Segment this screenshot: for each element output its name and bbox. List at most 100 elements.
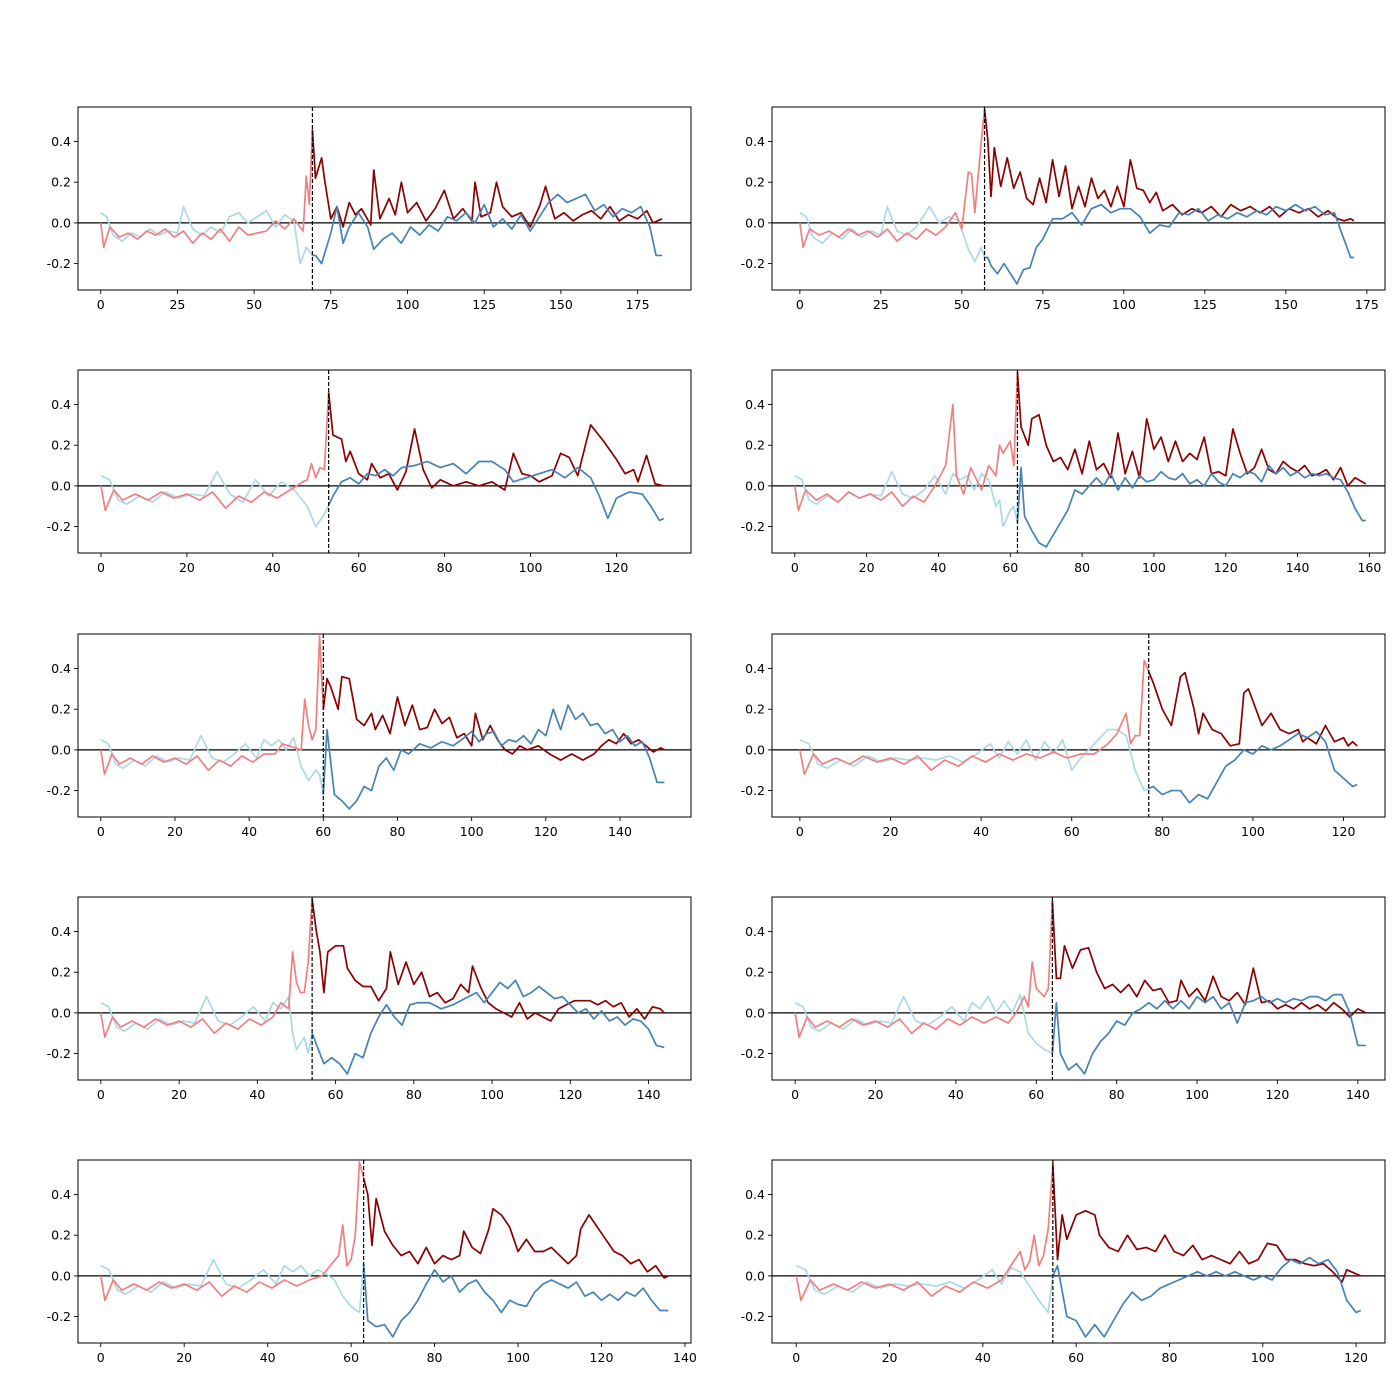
plot-area [772, 659, 1385, 804]
plot-area [78, 129, 691, 265]
y-tick-label: 0.2 [745, 702, 765, 717]
x-tick-label: 20 [859, 560, 875, 575]
series-blue-before [799, 205, 986, 263]
x-tick-label: 40 [973, 824, 989, 839]
chart-panel-7: 0 20 40 60 80 100 120 140 -0.2 0.0 0.2 0.4 [47, 896, 692, 1102]
x-tick-label: 120 [590, 1350, 614, 1365]
series-red-before [99, 1161, 365, 1302]
chart-panel-3: 0 20 40 60 80 100 120 -0.2 0.0 0.2 0.4 [47, 369, 692, 575]
y-tick-label: 0.2 [745, 965, 765, 980]
series-blue-after [1051, 993, 1366, 1075]
x-tick-label: 40 [249, 1087, 265, 1102]
axes-frame [771, 369, 1386, 554]
x-tick-label: 20 [868, 1087, 884, 1102]
y-tick-label: -0.2 [47, 519, 71, 534]
x-tick-label: 120 [534, 824, 558, 839]
x-tick-label: 0 [97, 297, 105, 312]
x-tick-label: 140 [673, 1350, 697, 1365]
plot-area [78, 1161, 691, 1338]
x-tick-label: 40 [265, 560, 281, 575]
y-tick-label: 0.0 [745, 215, 765, 230]
x-tick-label: 20 [171, 1087, 187, 1102]
x-tick-label: 25 [169, 297, 185, 312]
y-tick-label: -0.2 [47, 783, 71, 798]
x-tick-label: 120 [558, 1087, 582, 1102]
x-tick-label: 140 [637, 1087, 661, 1102]
x-tick-label: 80 [390, 824, 406, 839]
x-tick-label: 100 [1185, 1087, 1209, 1102]
y-tick-label: -0.2 [741, 256, 765, 271]
series-red-after [362, 1178, 669, 1279]
axes-frame [771, 1159, 1386, 1344]
y-tick-label: 0.4 [51, 661, 71, 676]
x-tick-label: 175 [626, 297, 650, 312]
y-tick-label: -0.2 [47, 1046, 71, 1061]
x-tick-label: 160 [1357, 560, 1381, 575]
x-tick-label: 20 [167, 824, 183, 839]
x-tick-label: 0 [97, 1087, 105, 1102]
y-tick-label: -0.2 [741, 519, 765, 534]
x-tick-label: 0 [97, 560, 105, 575]
x-tick-label: 60 [1002, 560, 1018, 575]
chart-panel-4: 0 20 40 60 80 100 120 140 160 -0.2 0.0 0.2 0.4 [741, 369, 1386, 575]
y-tick-label: -0.2 [741, 1046, 765, 1061]
series-red-before [100, 898, 313, 1039]
x-tick-label: 50 [246, 297, 262, 312]
x-tick-label: 120 [1266, 1087, 1290, 1102]
x-tick-label: 100 [506, 1350, 530, 1365]
chart-panel-2: 0 25 50 75 100 125 150 175 -0.2 0.0 0.2 0.4 [741, 106, 1386, 312]
x-tick-label: 80 [1154, 824, 1170, 839]
y-tick-label: 0.4 [51, 397, 71, 412]
x-tick-label: 150 [1274, 297, 1298, 312]
series-blue-after [1016, 464, 1366, 548]
y-tick-label: 0.0 [51, 1268, 71, 1283]
x-tick-label: 60 [1064, 824, 1080, 839]
x-tick-label: 140 [608, 824, 632, 839]
series-red-before [99, 635, 325, 776]
x-tick-label: 120 [1214, 560, 1238, 575]
x-tick-label: 20 [179, 560, 195, 575]
x-tick-label: 140 [1346, 1087, 1370, 1102]
x-tick-label: 40 [260, 1350, 276, 1365]
chart-panel-5: 0 20 40 60 80 100 120 140 -0.2 0.0 0.2 0.4 [47, 633, 692, 839]
series-red-before [100, 392, 330, 512]
series-red-before [99, 129, 314, 249]
x-tick-label: 0 [791, 560, 799, 575]
chart-panel-6: 0 20 40 60 80 100 120 -0.2 0.0 0.2 0.4 [741, 633, 1386, 839]
x-tick-label: 60 [1068, 1350, 1084, 1365]
plot-area [772, 371, 1385, 548]
y-tick-label: 0.2 [745, 438, 765, 453]
y-tick-label: 0.0 [745, 742, 765, 757]
plot-area [772, 1164, 1385, 1338]
x-tick-label: 75 [1035, 297, 1051, 312]
x-tick-label: 80 [1109, 1087, 1125, 1102]
x-tick-label: 80 [427, 1350, 443, 1365]
x-tick-label: 125 [1193, 297, 1217, 312]
x-tick-label: 40 [948, 1087, 964, 1102]
axes-frame [77, 369, 692, 554]
series-red-after [983, 108, 1355, 222]
series-red-after [1147, 671, 1358, 747]
series-red-before [799, 659, 1150, 776]
y-tick-label: 0.2 [51, 965, 71, 980]
series-blue-after [362, 1263, 669, 1338]
y-tick-label: 0.2 [51, 1228, 71, 1243]
x-tick-label: 100 [480, 1087, 504, 1102]
x-tick-label: 100 [1112, 297, 1136, 312]
x-tick-label: 80 [1074, 560, 1090, 575]
series-red-after [327, 392, 664, 491]
x-tick-label: 80 [437, 560, 453, 575]
series-red-before [799, 108, 986, 249]
axes-frame [771, 896, 1386, 1081]
series-red-before [793, 371, 1019, 512]
series-red-before [794, 901, 1054, 1039]
axes-frame [771, 106, 1386, 291]
series-blue-before [799, 728, 1150, 792]
y-tick-label: 0.0 [51, 215, 71, 230]
plot-area [772, 901, 1385, 1075]
series-blue-after [327, 460, 665, 522]
y-tick-label: 0.4 [745, 661, 765, 676]
y-tick-label: 0.4 [745, 924, 765, 939]
y-tick-label: 0.0 [745, 1268, 765, 1283]
x-tick-label: 25 [873, 297, 889, 312]
